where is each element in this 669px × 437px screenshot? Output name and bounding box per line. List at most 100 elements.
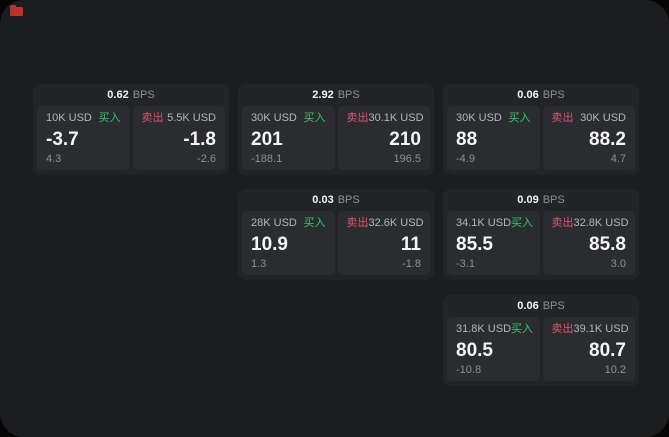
quote-card: 2.92 BPS 30K USD 买入 201 -188.1 卖出 30.1K … — [238, 84, 434, 175]
buy-change: -3.1 — [456, 258, 475, 270]
sell-tile[interactable]: 卖出 32.6K USD 11 -1.8 — [337, 211, 430, 275]
sell-size-label: 32.8K USD — [573, 217, 629, 229]
bps-unit-label: BPS — [337, 88, 360, 101]
bps-unit-label: BPS — [542, 299, 565, 312]
sell-change: 196.5 — [393, 153, 421, 165]
buy-price: 85.5 — [456, 234, 493, 255]
buy-size-label: 34.1K USD — [456, 217, 512, 229]
sell-price: 85.8 — [589, 234, 626, 255]
sell-price: -1.8 — [183, 129, 216, 150]
spread-header: 0.09 BPS — [443, 189, 639, 211]
buy-change: -4.9 — [456, 153, 475, 165]
sell-price: 210 — [389, 129, 421, 150]
buy-tile-header: 10K USD 买入 — [46, 112, 121, 125]
sell-tile[interactable]: 卖出 5.5K USD -1.8 -2.6 — [132, 106, 225, 170]
buy-price: 10.9 — [251, 234, 288, 255]
sell-tile[interactable]: 卖出 32.8K USD 85.8 3.0 — [542, 211, 635, 275]
buy-price: -3.7 — [46, 129, 79, 150]
sell-change: 10.2 — [604, 364, 626, 376]
sell-size-label: 30.1K USD — [368, 112, 424, 124]
buy-tile[interactable]: 10K USD 买入 -3.7 4.3 — [37, 106, 130, 170]
sell-price: 11 — [400, 234, 421, 255]
tiles-row: 34.1K USD 买入 85.5 -3.1 卖出 32.8K USD 85.8… — [443, 211, 639, 275]
sell-change: 4.7 — [610, 153, 626, 165]
sell-tile-header: 卖出 5.5K USD — [142, 112, 217, 125]
sell-size-label: 5.5K USD — [167, 112, 216, 124]
sell-side-label: 卖出 — [551, 112, 574, 124]
sell-tile[interactable]: 卖出 30K USD 88.2 4.7 — [542, 106, 635, 170]
quote-card: 0.62 BPS 10K USD 买入 -3.7 4.3 卖出 5.5K USD… — [33, 84, 229, 175]
tiles-row: 28K USD 买入 10.9 1.3 卖出 32.6K USD 11 -1.8 — [238, 211, 434, 275]
buy-size-label: 31.8K USD — [456, 323, 512, 335]
bps-unit-label: BPS — [337, 193, 360, 206]
buy-tile[interactable]: 28K USD 买入 10.9 1.3 — [242, 211, 335, 275]
buy-side-label: 买入 — [511, 217, 534, 229]
sell-side-label: 卖出 — [551, 217, 574, 229]
tiles-row: 31.8K USD 买入 80.5 -10.8 卖出 39.1K USD 80.… — [443, 317, 639, 381]
quote-card: 0.03 BPS 28K USD 买入 10.9 1.3 卖出 32.6K US… — [238, 189, 434, 280]
buy-size-label: 30K USD — [456, 112, 502, 124]
tiles-row: 10K USD 买入 -3.7 4.3 卖出 5.5K USD -1.8 -2.… — [33, 106, 229, 170]
sell-change: -1.8 — [402, 258, 421, 270]
red-folder-icon — [10, 5, 23, 16]
sell-tile-header: 卖出 30K USD — [552, 112, 627, 125]
tiles-row: 30K USD 买入 201 -188.1 卖出 30.1K USD 210 1… — [238, 106, 434, 170]
spread-header: 0.62 BPS — [33, 84, 229, 106]
buy-tile-header: 31.8K USD 买入 — [456, 323, 534, 336]
tiles-row: 30K USD 买入 88 -4.9 卖出 30K USD 88.2 4.7 — [443, 106, 639, 170]
buy-tile-header: 30K USD 买入 — [251, 112, 326, 125]
buy-size-label: 28K USD — [251, 217, 297, 229]
sell-tile[interactable]: 卖出 30.1K USD 210 196.5 — [337, 106, 430, 170]
spread-bps-value: 2.92 — [312, 88, 334, 101]
bps-unit-label: BPS — [542, 88, 565, 101]
bps-unit-label: BPS — [542, 193, 565, 206]
buy-size-label: 10K USD — [46, 112, 92, 124]
sell-tile[interactable]: 卖出 39.1K USD 80.7 10.2 — [542, 317, 635, 381]
buy-price: 88 — [456, 129, 478, 150]
buy-price: 80.5 — [456, 340, 493, 361]
quote-card: 0.06 BPS 31.8K USD 买入 80.5 -10.8 卖出 39.1… — [443, 295, 639, 386]
buy-tile[interactable]: 30K USD 买入 88 -4.9 — [447, 106, 540, 170]
quote-card: 0.09 BPS 34.1K USD 买入 85.5 -3.1 卖出 32.8K… — [443, 189, 639, 280]
buy-tile[interactable]: 34.1K USD 买入 85.5 -3.1 — [447, 211, 540, 275]
sell-size-label: 32.6K USD — [368, 217, 424, 229]
sell-tile-header: 卖出 32.6K USD — [347, 217, 424, 230]
sell-size-label: 39.1K USD — [573, 323, 629, 335]
bps-unit-label: BPS — [132, 88, 155, 101]
spread-header: 0.06 BPS — [443, 295, 639, 317]
buy-change: -188.1 — [251, 153, 283, 165]
spread-header: 0.06 BPS — [443, 84, 639, 106]
buy-tile-header: 34.1K USD 买入 — [456, 217, 534, 230]
sell-side-label: 卖出 — [141, 112, 164, 124]
buy-change: 1.3 — [251, 258, 267, 270]
buy-side-label: 买入 — [303, 217, 326, 229]
sell-change: 3.0 — [610, 258, 626, 270]
quote-card: 0.06 BPS 30K USD 买入 88 -4.9 卖出 30K USD 8… — [443, 84, 639, 175]
buy-change: 4.3 — [46, 153, 62, 165]
buy-size-label: 30K USD — [251, 112, 297, 124]
spread-bps-value: 0.09 — [517, 193, 539, 206]
buy-tile-header: 28K USD 买入 — [251, 217, 326, 230]
buy-side-label: 买入 — [508, 112, 531, 124]
sell-change: -2.6 — [197, 153, 216, 165]
spread-bps-value: 0.62 — [107, 88, 129, 101]
sell-side-label: 卖出 — [551, 323, 574, 335]
buy-tile-header: 30K USD 买入 — [456, 112, 531, 125]
sell-price: 80.7 — [589, 340, 626, 361]
sell-tile-header: 卖出 30.1K USD — [346, 112, 424, 125]
sell-size-label: 30K USD — [580, 112, 626, 124]
buy-price: 201 — [251, 129, 283, 150]
sell-tile-header: 卖出 39.1K USD — [551, 323, 629, 336]
spread-bps-value: 0.03 — [312, 193, 334, 206]
buy-tile[interactable]: 30K USD 买入 201 -188.1 — [242, 106, 335, 170]
buy-tile[interactable]: 31.8K USD 买入 80.5 -10.8 — [447, 317, 540, 381]
buy-side-label: 买入 — [303, 112, 326, 124]
spread-bps-value: 0.06 — [517, 299, 539, 312]
sell-side-label: 卖出 — [346, 112, 369, 124]
sell-price: 88.2 — [589, 129, 626, 150]
buy-side-label: 买入 — [511, 323, 534, 335]
spread-bps-value: 0.06 — [517, 88, 539, 101]
spread-header: 0.03 BPS — [238, 189, 434, 211]
buy-side-label: 买入 — [98, 112, 121, 124]
